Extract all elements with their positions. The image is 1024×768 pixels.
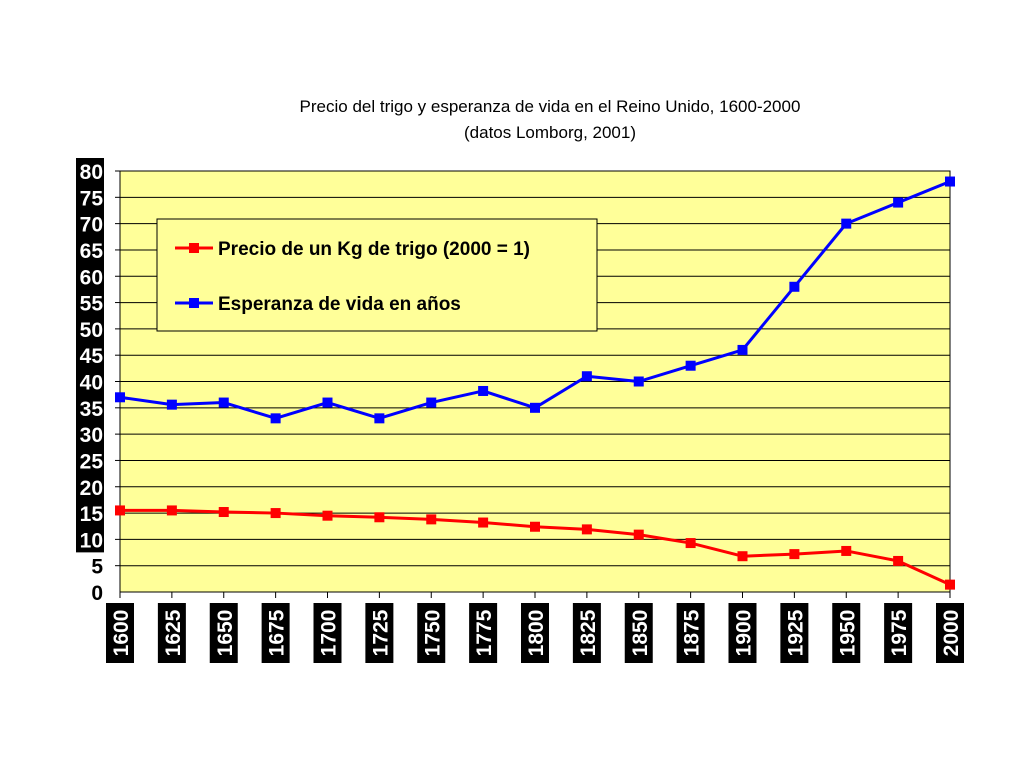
y-tick-label: 30 [80,424,103,447]
data-point [893,555,904,566]
chart-title-block: Precio del trigo y esperanza de vida en … [280,94,820,146]
x-tick-label: 1775 [473,609,496,656]
x-tick-label: 1950 [836,610,859,657]
legend: Precio de un Kg de trigo (2000 = 1) Esper… [156,218,598,332]
chart-title: Precio del trigo y esperanza de vida en … [299,97,801,116]
x-tick-label: 1600 [110,610,133,657]
x-tick-label: 1850 [629,610,652,657]
x-tick-label: 1925 [784,609,807,656]
data-point [737,551,748,562]
x-tick-label: 1700 [318,610,341,657]
x-tick-label: 1675 [266,609,289,656]
data-point [841,218,852,229]
y-tick-label: 5 [91,556,103,579]
data-point [322,510,333,521]
y-tick-label: 40 [80,372,103,395]
y-tick-label: 25 [80,450,104,473]
x-label-background [676,603,705,663]
data-point [633,529,644,540]
data-point [530,402,540,413]
data-point [685,360,696,371]
x-tick-label: 1975 [888,609,911,656]
x-label-background [780,603,809,663]
x-label-background [572,603,601,663]
data-point [893,197,904,208]
y-tick-label: 80 [80,161,103,184]
x-tick-label: 1750 [421,610,444,657]
y-tick-label: 15 [80,503,104,526]
data-point [841,545,852,556]
data-point [945,176,955,187]
x-tick-label: 1625 [162,609,185,656]
data-point [322,397,333,408]
data-point [166,399,177,410]
x-tick-label: 1800 [525,610,548,657]
x-label-background [209,603,238,663]
x-tick-label: 1650 [214,610,237,657]
legend-swatch-marker [189,298,199,308]
x-label-background [157,603,186,663]
y-tick-label: 75 [80,187,104,210]
chart-subtitle: (datos Lomborg, 2001) [464,123,636,142]
data-point [789,549,800,560]
y-tick-label: 45 [80,345,104,368]
data-point [633,376,644,387]
x-tick-label: 1825 [577,609,600,656]
data-point [115,392,125,403]
data-point [685,538,696,549]
data-point [218,397,229,408]
data-point [270,413,281,424]
x-label-background [832,603,861,663]
x-label-background [469,603,498,663]
data-point [270,508,281,519]
data-point [789,281,800,292]
y-tick-label: 60 [80,266,103,289]
x-tick-label: 1875 [681,609,704,656]
x-label-background [261,603,290,663]
x-label-background [365,603,394,663]
y-tick-label: 20 [80,477,103,500]
x-label-background [936,603,964,663]
y-tick-label: 70 [80,214,103,237]
x-label-background [624,603,653,663]
legend-swatch-marker [189,243,199,253]
x-tick-label: 1725 [369,609,392,656]
data-point [478,517,489,528]
x-tick-label: 1900 [733,610,756,657]
data-point [737,344,748,355]
data-point [426,397,437,408]
data-point [581,371,592,382]
data-point [945,579,955,590]
x-tick-label: 2000 [940,610,963,657]
y-tick-label: 35 [80,398,104,421]
y-tick-label: 65 [80,240,104,263]
x-label-background [417,603,446,663]
legend-label: Esperanza de vida en años [218,294,461,315]
y-label-background [76,158,104,553]
legend-box [156,218,598,332]
data-point [166,505,177,516]
series-markers [115,176,955,590]
legend-label: Precio de un Kg de trigo (2000 = 1) [218,239,530,260]
data-point [478,385,489,396]
x-label-background [313,603,342,663]
y-tick-label: 50 [80,319,103,342]
data-point [374,512,385,523]
data-point [218,507,229,518]
data-point [426,514,437,525]
x-label-background [521,603,549,663]
x-label-background [728,603,757,663]
y-tick-label: 0 [91,582,103,605]
data-point [115,505,125,516]
x-axis-tick-labels: 1600 1625 1650 1675 1700 1725 1750 1775 1800 1825… [106,592,964,663]
y-axis-tick-labels: 0 5 10 15 20 25 30 35 40 45 50 55 60 65 70 75 80 [76,158,104,605]
y-tick-label: 55 [80,293,104,316]
y-tick-label: 10 [80,529,103,552]
x-label-background [884,603,913,663]
data-point [530,521,540,532]
x-label-background [106,603,134,663]
data-point [581,524,592,535]
data-point [374,413,385,424]
